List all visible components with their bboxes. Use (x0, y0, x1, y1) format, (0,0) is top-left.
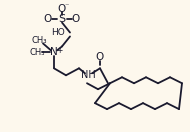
Text: CH₃: CH₃ (31, 36, 47, 45)
Text: HO: HO (51, 28, 65, 37)
Text: O: O (58, 4, 66, 14)
Text: O: O (96, 52, 104, 62)
Text: NH: NH (81, 70, 95, 80)
Text: N: N (50, 47, 58, 57)
Text: O: O (44, 14, 52, 23)
Text: +: + (56, 46, 62, 55)
Text: CH₃: CH₃ (29, 48, 45, 57)
Text: S: S (59, 14, 66, 23)
Text: O: O (72, 14, 80, 23)
Text: ⁻: ⁻ (65, 1, 69, 10)
